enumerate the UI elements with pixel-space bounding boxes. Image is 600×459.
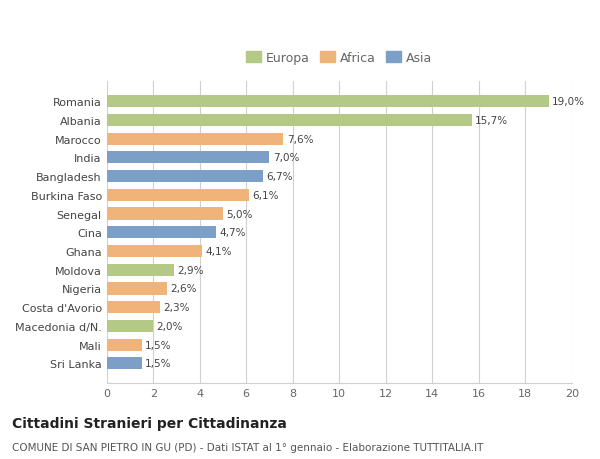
Text: 2,0%: 2,0% (157, 321, 183, 331)
Bar (107, 302, 160, 313)
Bar (107, 115, 472, 127)
Bar (107, 246, 202, 257)
Text: 7,6%: 7,6% (287, 134, 313, 144)
Bar (107, 189, 248, 202)
Bar (107, 358, 142, 369)
Bar (107, 320, 153, 332)
Text: 4,1%: 4,1% (206, 246, 232, 257)
Text: 2,9%: 2,9% (178, 265, 204, 275)
Bar (107, 171, 263, 183)
Bar (107, 264, 174, 276)
Text: 1,5%: 1,5% (145, 340, 172, 350)
Text: 5,0%: 5,0% (226, 209, 253, 219)
Text: Cittadini Stranieri per Cittadinanza: Cittadini Stranieri per Cittadinanza (12, 416, 287, 430)
Bar (107, 208, 223, 220)
Text: COMUNE DI SAN PIETRO IN GU (PD) - Dati ISTAT al 1° gennaio - Elaborazione TUTTIT: COMUNE DI SAN PIETRO IN GU (PD) - Dati I… (12, 442, 484, 452)
Bar (107, 96, 548, 108)
Bar (107, 283, 167, 295)
Text: 6,7%: 6,7% (266, 172, 293, 182)
Legend: Europa, Africa, Asia: Europa, Africa, Asia (244, 49, 435, 67)
Text: 1,5%: 1,5% (145, 358, 172, 369)
Text: 2,6%: 2,6% (170, 284, 197, 294)
Text: 15,7%: 15,7% (475, 116, 508, 126)
Text: 7,0%: 7,0% (273, 153, 299, 163)
Text: 6,1%: 6,1% (252, 190, 278, 201)
Text: 19,0%: 19,0% (552, 97, 585, 107)
Bar (107, 152, 269, 164)
Bar (107, 339, 142, 351)
Text: 2,3%: 2,3% (164, 302, 190, 313)
Bar (107, 133, 283, 146)
Text: 4,7%: 4,7% (220, 228, 246, 238)
Bar (107, 227, 216, 239)
